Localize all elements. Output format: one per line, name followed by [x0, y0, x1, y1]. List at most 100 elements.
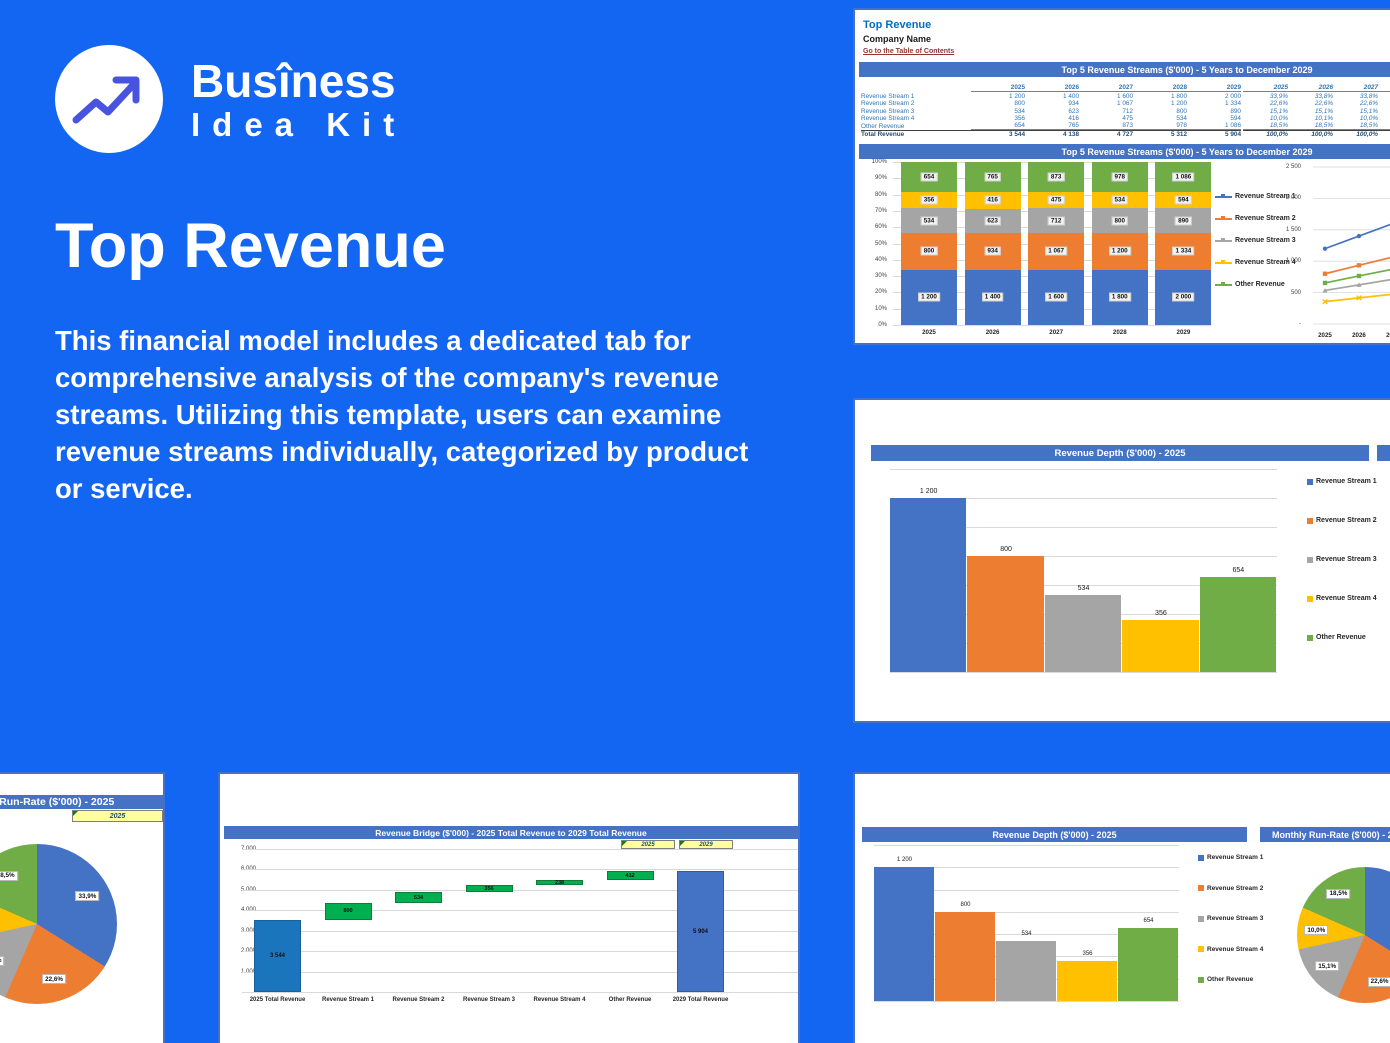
pie-slice-label: 10,0% — [1304, 925, 1329, 936]
depth-bar-label: 654 — [1143, 918, 1154, 925]
brand-wordmark: Busîness Idea Kit — [191, 58, 406, 141]
segment-label: 623 — [984, 216, 1001, 226]
legend-entry: Revenue Stream 2 — [1307, 517, 1377, 524]
page-title: Top Revenue — [55, 211, 446, 281]
depth-chart-title: Revenue Depth ($'000) - 2025 — [1054, 447, 1186, 459]
pct-year-header: 2027 — [1333, 84, 1378, 92]
legend-line-icon — [1215, 281, 1232, 288]
row-value: 1 400 — [1063, 92, 1079, 100]
row-value: 654 — [971, 122, 1025, 130]
row-value: 2 000 — [1225, 92, 1241, 100]
legend-entry: Revenue Stream 3 — [1198, 915, 1263, 922]
stacked-chart-y-axis: 0% 10% 20% 30% 40% 50% 60% 70% 80% 90% 100% — [859, 157, 889, 332]
table-year-header-row: 202520262027202820292025202620272028 — [861, 81, 1390, 92]
bridge-bar-revenue-stream-4: 238 — [536, 880, 583, 886]
bridge-year-from-dropdown[interactable]: 2025 — [621, 840, 675, 849]
brand-line2: Idea Kit — [191, 105, 407, 143]
bridge-x-tick: Revenue Stream 2 — [392, 997, 445, 1003]
legend-swatch — [1307, 595, 1313, 602]
pie-slice-label: 15,1% — [0, 955, 5, 966]
bridge-bar-label: 432 — [625, 872, 635, 879]
depth-bar-label: 1 200 — [919, 488, 938, 495]
segment-label: 1 800 — [1108, 292, 1131, 302]
run-rate-header-bar: Monthly Run-Rate ($'000) - 2025 — [0, 795, 163, 809]
data-point — [1322, 246, 1328, 251]
stacked-bar-column: 1 400 934 623 416 765 — [964, 162, 1021, 325]
year-dropdown[interactable]: 2025 — [72, 810, 163, 822]
stacked-chart-legend: Revenue Stream 1 Revenue Stream 2 Revenue … — [1215, 193, 1301, 303]
pct-year-header: 2025 — [1243, 84, 1288, 92]
excel-panel-top-revenue: Top Revenue Company Name Go to the Table… — [853, 8, 1390, 345]
row-value: 416 — [1068, 115, 1079, 123]
row-value: 1 800 — [1171, 92, 1187, 100]
stacked-bar-column: 1 200 800 534 356 654 — [901, 162, 957, 325]
brand-line1: Busîness — [191, 54, 396, 107]
bridge-bar-label: 3 544 — [269, 952, 285, 959]
runrate2-title: Monthly Run-Rate ($'000) - 2025 — [1272, 829, 1390, 840]
gridline — [242, 889, 798, 891]
gridline — [890, 469, 1277, 470]
next-section-header-fragment — [1377, 445, 1390, 461]
bridge-bar-label: 800 — [343, 908, 353, 915]
logo-circle — [55, 45, 163, 153]
row-pct: 18,5% — [1288, 122, 1333, 130]
legend-swatch — [1198, 854, 1204, 861]
gridline — [893, 325, 1211, 326]
bridge-bar-label: 356 — [484, 885, 494, 892]
bridge-bar-2025-total-revenue: 3 544 — [254, 919, 301, 992]
pct-year-header: 2028 — [1378, 84, 1390, 92]
stacked-bar-column: 1 800 1 200 800 534 978 — [1091, 162, 1148, 325]
revenue-table: 202520262027202820292025202620272028Reve… — [861, 81, 1390, 138]
segment-label: 890 — [1175, 216, 1192, 226]
toc-link[interactable]: Go to the Table of Contents — [863, 48, 955, 55]
year-header: 2025 — [971, 84, 1025, 92]
row-label: Revenue Stream 4 — [861, 115, 915, 123]
row-pct: 15,1% — [1269, 107, 1288, 115]
depth-bar-revenue-stream-3 — [1044, 594, 1122, 672]
legend-label: Revenue Stream 3 — [1207, 915, 1264, 922]
segment-label: 800 — [1111, 216, 1129, 226]
sheet-title: Top Revenue — [863, 19, 932, 31]
depth-bar-label: 356 — [1082, 951, 1093, 958]
segment-label: 1 600 — [1045, 292, 1068, 302]
row-pct: 18,5% — [1243, 122, 1288, 130]
data-point — [1356, 233, 1362, 239]
depth2-bar-chart: 1 200 800 534 356 654 — [874, 845, 1179, 1002]
data-point — [1356, 295, 1362, 301]
row-pct: 33,8% — [1378, 93, 1390, 100]
row-value: 1 086 — [1187, 122, 1241, 130]
excel-panel-depth-runrate: Revenue Depth ($'000) - 2025 Monthly Run… — [853, 772, 1390, 1043]
legend-entry: Revenue Stream 2 — [1215, 215, 1296, 222]
row-value: 4 727 — [1079, 129, 1133, 138]
gridline — [890, 527, 1277, 528]
bridge-x-tick: Revenue Stream 4 — [533, 997, 586, 1003]
row-pct: 100,0% — [1333, 129, 1378, 138]
y-tick: 80% — [874, 191, 887, 198]
data-point — [1356, 263, 1362, 268]
stacked-bar-chart: 1 200 800 534 356 654 2025 1 400 934 623 416 765 20… — [893, 162, 1212, 336]
year-header: 2026 — [1025, 84, 1079, 92]
legend-label: Revenue Stream 2 — [1207, 884, 1264, 892]
line-y-tick: 500 — [1290, 289, 1301, 296]
row-value: 800 — [1176, 107, 1187, 115]
gridline — [874, 1001, 1179, 1002]
legend-swatch — [1198, 946, 1204, 952]
run-rate-title: Monthly Run-Rate ($'000) - 2025 — [0, 796, 115, 808]
row-value: 5 904 — [1187, 129, 1241, 138]
row-pct: 33,8% — [1359, 92, 1378, 100]
segment-label: 1 334 — [1172, 246, 1195, 256]
legend-entry: Revenue Stream 3 — [1215, 237, 1296, 244]
row-pct: 10,0% — [1269, 115, 1288, 123]
legend-swatch — [1307, 556, 1313, 563]
y-tick: 90% — [874, 175, 887, 182]
row-value: 3 544 — [971, 129, 1025, 138]
segment-label: 1 200 — [918, 292, 940, 302]
row-value: 934 — [1068, 100, 1079, 108]
bridge-year-to-dropdown[interactable]: 2029 — [679, 840, 733, 849]
excel-panel-monthly-run-rate: Monthly Run-Rate ($'000) - 2025 2025 33,… — [0, 772, 165, 1043]
data-point — [1356, 282, 1362, 287]
y-tick: 40% — [874, 256, 887, 263]
depth2-title: Revenue Depth ($'000) - 2025 — [992, 829, 1117, 840]
